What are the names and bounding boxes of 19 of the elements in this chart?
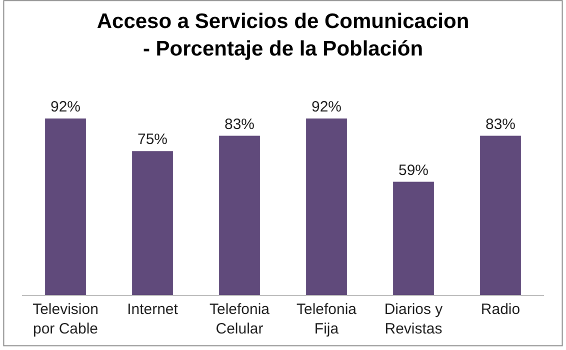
x-tick-label: Radio <box>480 301 520 318</box>
bar <box>132 151 173 295</box>
bar <box>306 118 347 295</box>
data-label: 92% <box>50 98 81 116</box>
x-tick-label: Diarios y Revistas <box>384 301 444 338</box>
data-label: 83% <box>485 116 516 133</box>
bar <box>45 118 86 295</box>
x-tick-label: Telefonia Fija <box>296 301 358 338</box>
bar <box>393 182 434 295</box>
bar <box>480 136 521 295</box>
chart-title: Acceso a Servicios de Comunicacion - Porcentaje de la Población <box>96 10 470 60</box>
data-label: 92% <box>311 98 342 116</box>
data-label: 59% <box>398 162 429 179</box>
data-label: 83% <box>224 116 255 133</box>
x-tick-label: Telefonia Celular <box>209 301 270 338</box>
x-tick-label: Television por Cable <box>32 301 98 338</box>
x-tick-label: Internet <box>127 301 179 318</box>
bar <box>219 136 260 295</box>
data-label: 75% <box>137 131 168 148</box>
